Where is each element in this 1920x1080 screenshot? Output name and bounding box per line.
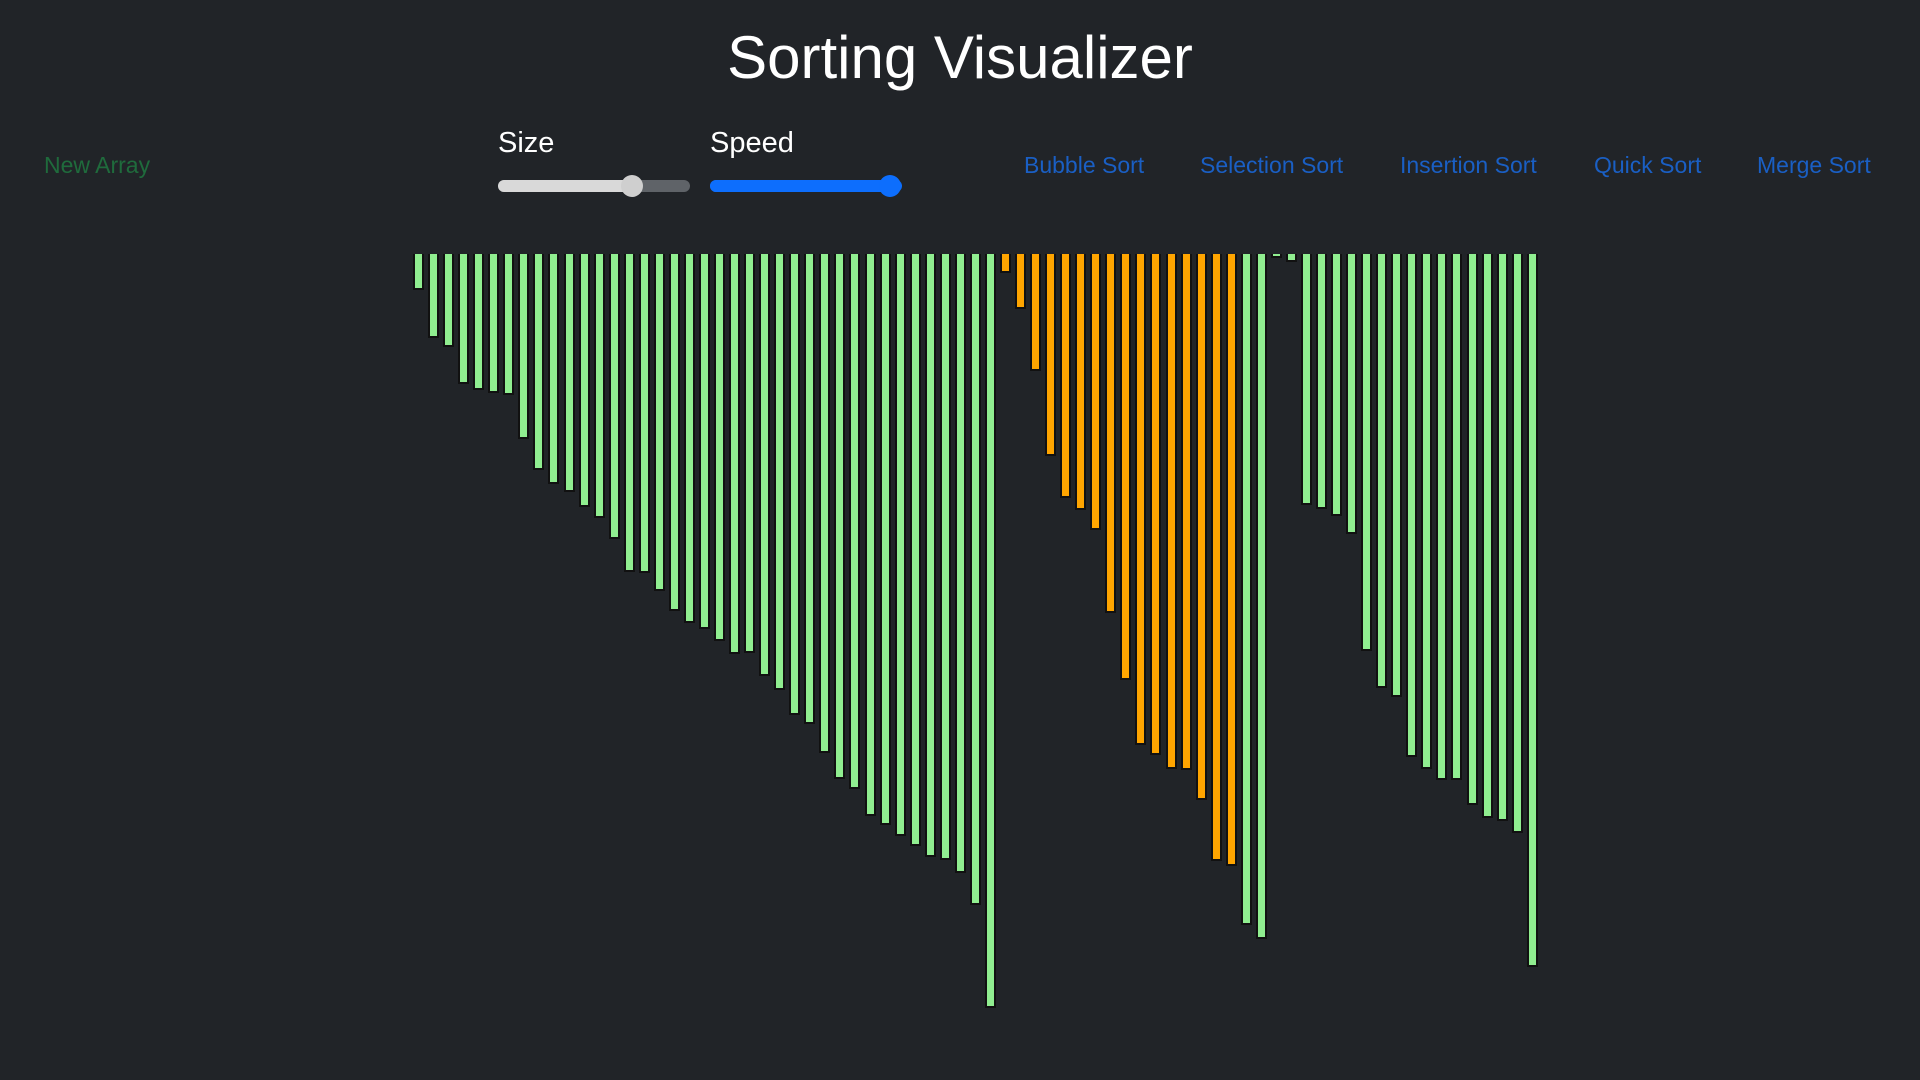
array-bar (1285, 254, 1297, 262)
array-bar (729, 254, 741, 654)
array-bar (1496, 254, 1508, 821)
array-bar (1406, 254, 1418, 757)
array-bar (1045, 254, 1057, 456)
array-bar (608, 254, 620, 539)
array-bar (804, 254, 816, 724)
array-bar (909, 254, 921, 846)
array-bar (473, 254, 485, 390)
array-bar (924, 254, 936, 857)
array-bar (939, 254, 951, 860)
array-bar (1240, 254, 1252, 925)
array-bar (458, 254, 470, 384)
array-bar (999, 254, 1011, 273)
array-bar (1526, 254, 1538, 967)
array-bar (1391, 254, 1403, 697)
size-slider[interactable] (498, 175, 690, 197)
size-slider-fill (498, 180, 633, 192)
array-bar (1346, 254, 1358, 534)
array-bar (1451, 254, 1463, 780)
array-bar (1180, 254, 1192, 770)
array-bar (894, 254, 906, 836)
array-bar (1270, 254, 1282, 258)
array-bar (488, 254, 500, 393)
array-bar (1210, 254, 1222, 861)
array-bar (1421, 254, 1433, 769)
array-bar (503, 254, 515, 395)
array-bar (969, 254, 981, 905)
array-bar (1075, 254, 1087, 510)
array-bar (1436, 254, 1448, 780)
array-bar (548, 254, 560, 484)
array-bar (1165, 254, 1177, 769)
array-bar (578, 254, 590, 507)
array-bar (1195, 254, 1207, 800)
array-bar (428, 254, 440, 338)
merge-sort-button[interactable]: Merge Sort (1757, 152, 1871, 178)
size-slider-thumb[interactable] (621, 175, 644, 197)
bubble-sort-button[interactable]: Bubble Sort (1024, 152, 1145, 178)
array-bar (638, 254, 650, 573)
insertion-sort-button[interactable]: Insertion Sort (1400, 152, 1537, 178)
page-title: Sorting Visualizer (727, 24, 1193, 91)
array-bar (668, 254, 680, 611)
array-bar (744, 254, 756, 653)
array-bar (879, 254, 891, 825)
array-bar (864, 254, 876, 816)
array-bar (1225, 254, 1237, 866)
speed-slider[interactable] (710, 175, 902, 197)
array-bar (984, 254, 996, 1008)
size-control: Size (498, 126, 690, 197)
array-bar (1255, 254, 1267, 939)
speed-label: Speed (710, 127, 794, 159)
array-bar (789, 254, 801, 715)
array-bar (413, 254, 424, 290)
array-bar (1331, 254, 1343, 516)
array-bar (443, 254, 455, 347)
array-bar (774, 254, 786, 690)
array-bar (518, 254, 530, 439)
array-bar (1150, 254, 1162, 755)
array-bar (1090, 254, 1102, 530)
speed-slider-fill (710, 180, 891, 192)
array-bar (563, 254, 575, 492)
array-bar (954, 254, 966, 873)
array-bar (1481, 254, 1493, 818)
array-bar (1015, 254, 1026, 309)
array-bar (1361, 254, 1373, 651)
quick-sort-button[interactable]: Quick Sort (1594, 152, 1702, 178)
speed-control: Speed (710, 126, 902, 197)
new-array-button[interactable]: New Array (44, 152, 151, 178)
array-bar (819, 254, 831, 753)
array-bar (698, 254, 710, 629)
array-bar (1135, 254, 1147, 745)
array-bar (1466, 254, 1478, 805)
array-bar (593, 254, 605, 518)
array-bar (714, 254, 725, 641)
array-bar (1376, 254, 1388, 688)
array-bar (1060, 254, 1072, 498)
selection-sort-button[interactable]: Selection Sort (1200, 152, 1344, 178)
speed-slider-thumb[interactable] (879, 175, 902, 197)
array-bar (849, 254, 861, 789)
size-label: Size (498, 127, 555, 159)
array-bar (683, 254, 695, 623)
array-bar (759, 254, 771, 676)
array-bar (653, 254, 665, 591)
array-bar (1030, 254, 1042, 371)
array-bar (1511, 254, 1523, 833)
array-bar (623, 254, 635, 572)
array-bar (1316, 254, 1327, 509)
array-bar (1120, 254, 1132, 680)
array-bar (533, 254, 545, 470)
array-bar (1300, 254, 1312, 505)
array-bar (1105, 254, 1117, 613)
array-bar (834, 254, 846, 779)
